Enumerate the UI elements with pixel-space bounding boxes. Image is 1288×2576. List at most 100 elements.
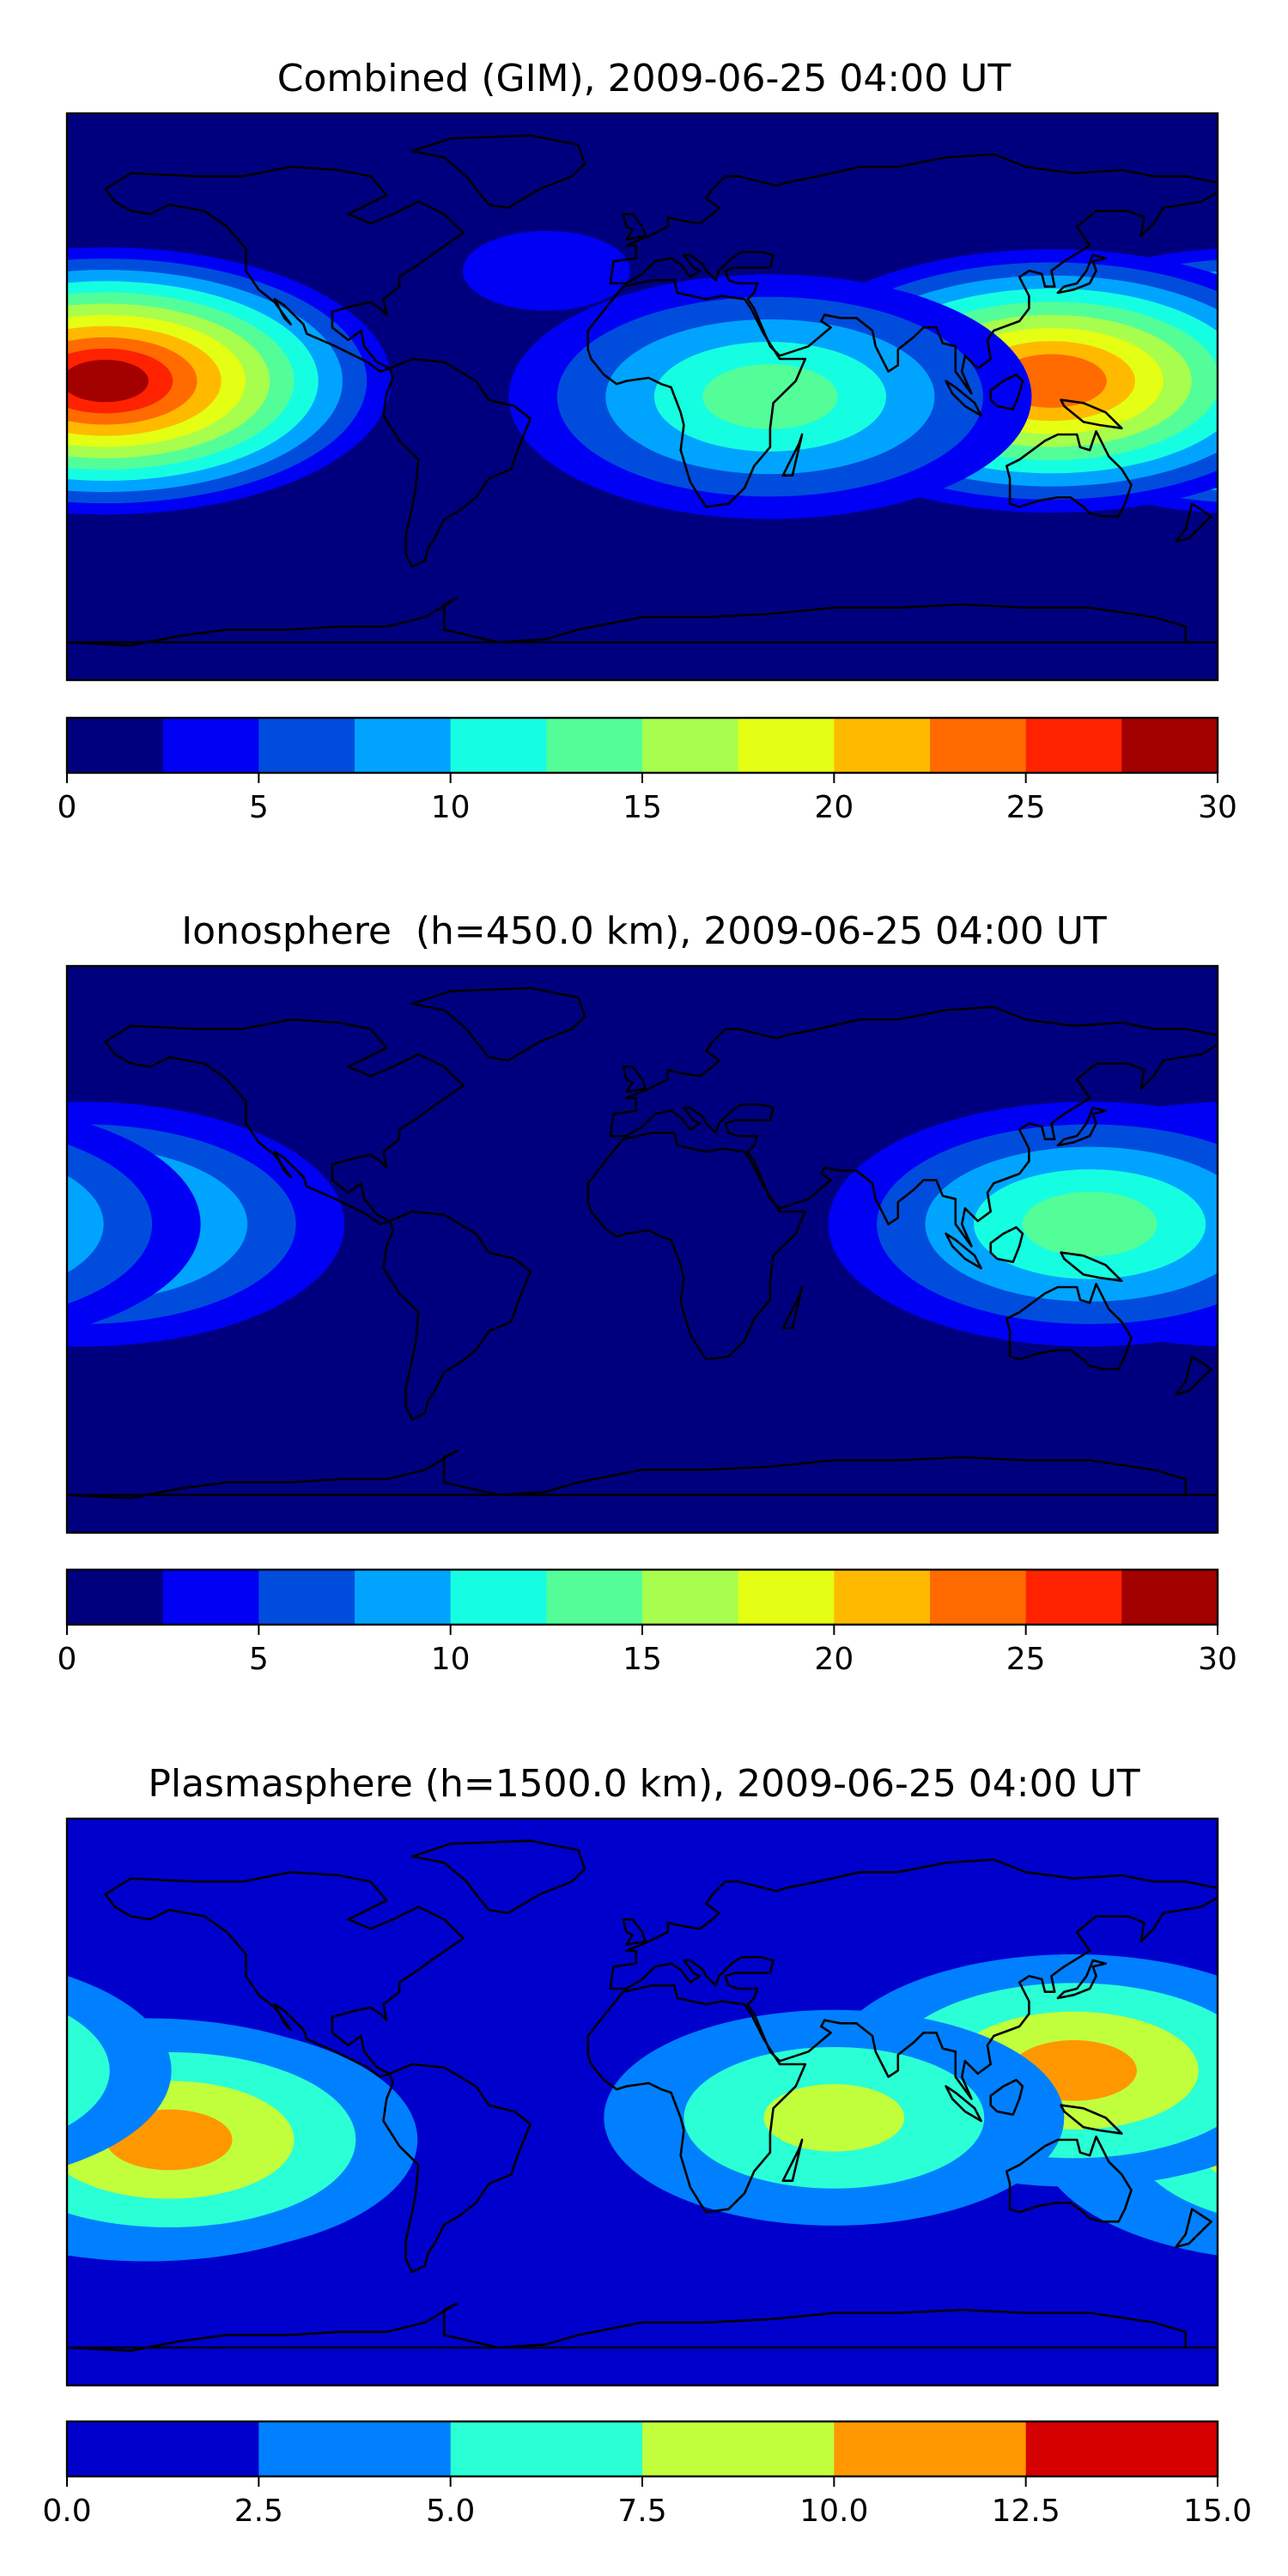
colorbar-segment [162,718,259,773]
coastline-africa [586,1132,807,1361]
colorbar-tick-label: 15.0 [1183,2494,1252,2529]
colorbar-segment [1025,2421,1218,2476]
contour-band [763,2084,905,2152]
colorbar-segment [67,1570,164,1625]
coastline-new-zealand [1175,1355,1212,1395]
map-frame [65,112,1219,682]
colorbar-tick-label: 2.5 [234,2494,283,2529]
colorbar-segment [67,718,164,773]
colorbar-segment [930,1570,1027,1625]
coastline-antarctica [67,597,1218,647]
coastline-greenland [410,1839,586,1915]
colorbar-0: 0 5 10 15 20 25 30 [58,716,1237,825]
colorbar-segment [834,718,931,773]
colorbar-tick-label: 15 [623,790,662,825]
colorbar-segment [642,718,739,773]
contour-band [0,2012,48,2129]
map-panel-1 [0,964,1219,1534]
colorbar-tick-label: 10 [431,790,471,825]
contour-band [462,230,630,311]
colorbar-segment [546,718,643,773]
colorbar-tick-label: 0 [58,790,77,825]
colorbar-tick-label: 10 [431,1642,471,1677]
coastline-new-zealand [1175,2208,1212,2248]
contour-band [67,1176,104,1273]
coastline-new-zealand [1175,502,1212,544]
contour-band [1257,2110,1288,2171]
coastline-new-guinea [1060,1251,1123,1282]
map-panel-0 [65,112,1219,682]
coastline-japan [1056,1959,1107,2000]
coastlines [67,134,1218,647]
colorbar-segment [67,2421,259,2476]
contour-band [67,360,149,403]
colorbar-segment [1121,1570,1218,1625]
coastline-greenland [410,987,586,1062]
coastline-japan [1056,1106,1107,1147]
colorbar-segment [355,1570,452,1625]
contour-band [1239,2111,1288,2168]
coastline-madagascar [781,433,804,477]
colorbar-segment [834,2421,1027,2476]
contour-band [67,2014,110,2127]
coastline-africa [586,278,807,508]
coastline-eurasia [609,1858,1218,2100]
coastline-borneo [989,2079,1024,2116]
colorbar-tick-label: 12.5 [992,2494,1060,2529]
coastline-uk [622,1066,647,1093]
coastline-north-america [104,1871,465,2078]
colorbar-tick-label: 25 [1006,1642,1046,1677]
colorbar-tick-label: 15 [623,1642,662,1677]
colorbar-1: 0 5 10 15 20 25 30 [58,1568,1237,1677]
colorbar-tick-label: 7.5 [617,2494,666,2529]
colorbar-segment [546,1570,643,1625]
colorbar-segment [738,1570,835,1625]
colorbar-tick-label: 30 [1198,790,1237,825]
colorbar-tick-label: 10.0 [799,2494,868,2529]
colorbar-segment [450,2421,643,2476]
coastline-uk [622,1918,647,1946]
coastline-antarctica [67,2302,1218,2352]
colorbar-tick-label: 0 [58,1642,77,1677]
colorbar-segment [834,1570,931,1625]
field-layer [0,966,1218,1533]
coastline-australia [1005,1283,1133,1370]
colorbar-tick-label: 20 [814,1642,854,1677]
panel-title-plasmasphere: Plasmasphere (h=1500.0 km), 2009-06-25 0… [148,1762,1140,1806]
coastline-borneo [989,1226,1024,1263]
coastline-borneo [989,373,1024,411]
coastline-south-america [382,2063,532,2274]
field-layer [0,1819,1288,2385]
coastline-greenland [410,134,586,210]
colorbar-tick-label: 25 [1006,790,1046,825]
coastline-south-america [382,357,532,568]
colorbar-tick-label: 5 [249,790,269,825]
coastline-madagascar [781,1285,804,1329]
colorbar-segment [1025,718,1122,773]
colorbar-segment [162,1570,259,1625]
contour-band [1022,1191,1157,1257]
coastline-new-guinea [1060,2104,1123,2135]
coastlines [67,987,1218,1499]
map-frame [65,1817,1219,2387]
contour-band [0,1170,55,1279]
colorbar-2: 0.0 2.5 5.0 7.5 10.0 12.5 15.0 [42,2420,1252,2529]
coastline-south-america [382,1210,532,1421]
coastline-sumatra [945,380,982,417]
colorbar-segment [450,718,547,773]
colorbar-tick-label: 20 [814,790,854,825]
colorbar-segment [355,718,452,773]
coastline-eurasia [609,153,1218,395]
coastlines [67,1839,1218,2352]
coastline-japan [1056,253,1107,295]
map-panel-2 [0,1817,1288,2387]
map-frame [65,964,1219,1534]
contour-band [702,364,838,429]
colorbar-segment [930,718,1027,773]
panel-title-combined: Combined (GIM), 2009-06-25 04:00 UT [276,57,1012,100]
colorbar-segment [1025,1570,1122,1625]
contour-band [67,1976,172,2166]
colorbar-segment [738,718,835,773]
field-layer [67,113,1218,680]
